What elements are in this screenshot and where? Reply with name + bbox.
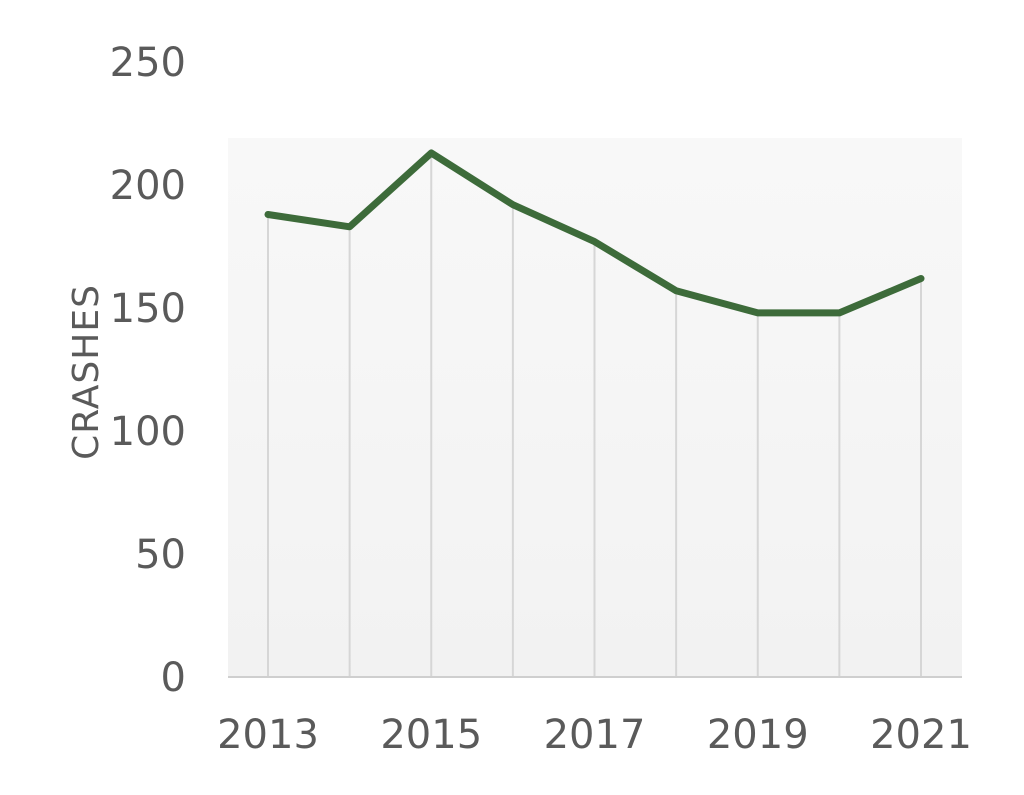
x-tick-label-2015: 2015 (380, 712, 482, 758)
series-line-crashes (264, 149, 925, 317)
gridlines (228, 153, 962, 678)
series-group (264, 149, 925, 317)
x-tick-label-2013: 2013 (217, 712, 319, 758)
x-tick-label-2017: 2017 (544, 712, 646, 758)
y-tick-label-250: 250 (110, 40, 186, 86)
y-tick-label-200: 200 (110, 163, 186, 209)
y-axis-tick-labels: 0 50 100 150 200 250 (110, 40, 186, 701)
y-tick-label-0: 0 (161, 655, 186, 701)
y-tick-label-50: 50 (135, 532, 186, 578)
y-axis-title: CRASHES (66, 284, 107, 460)
x-axis-tick-labels: 2013 2015 2017 2019 2021 (217, 712, 972, 758)
x-tick-label-2021: 2021 (870, 712, 972, 758)
y-tick-label-100: 100 (110, 409, 186, 455)
y-tick-label-150: 150 (110, 286, 186, 332)
x-tick-label-2019: 2019 (707, 712, 809, 758)
